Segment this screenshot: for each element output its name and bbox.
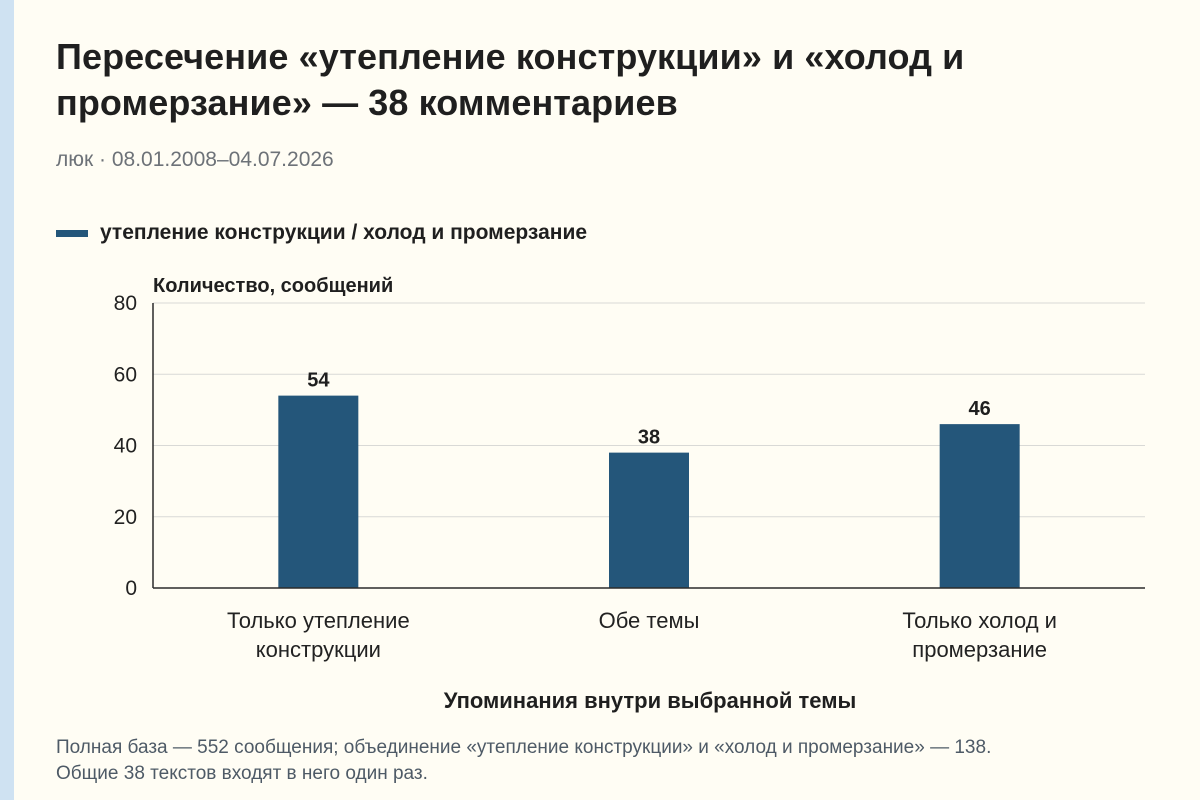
y-tick-label: 60	[114, 363, 137, 386]
y-tick-label: 40	[114, 435, 137, 458]
bar	[609, 452, 689, 588]
footnote: Полная база — 552 сообщения; объединение…	[56, 737, 992, 784]
x-tick-label-line: промерзание	[912, 637, 1047, 662]
accent-strip	[0, 0, 14, 800]
x-tick-label: Обе темы	[599, 608, 700, 633]
bar-chart: 0 20 40 60 80 54 Только утепление конструкции 38…	[114, 275, 1145, 713]
x-tick-label-line: конструкции	[256, 637, 381, 662]
bar	[939, 424, 1020, 588]
axis-layer	[152, 303, 1145, 589]
chart-subtitle: люк · 08.01.2008–04.07.2026	[56, 148, 334, 171]
y-tick-label: 80	[114, 292, 137, 315]
data-label: 46	[969, 398, 991, 420]
x-tick-label-line: Обе темы	[599, 608, 700, 633]
x-tick-label: Только холод и промерзание	[902, 608, 1057, 662]
labels-layer: 0 20 40 60 80 54 Только утепление конструкции 38…	[114, 292, 1057, 662]
x-tick-label-line: Только холод и	[902, 608, 1057, 633]
data-label: 38	[638, 427, 660, 449]
x-tick-label: Только утепление конструкции	[227, 608, 410, 662]
y-axis-title: Количество, сообщений	[153, 275, 393, 297]
legend-swatch	[56, 229, 88, 237]
legend: утепление конструкции / холод и промерза…	[56, 218, 587, 248]
x-axis-title: Упоминания внутри выбранной темы	[444, 688, 857, 713]
x-tick-label-line: Только утепление	[227, 608, 410, 633]
y-tick-label: 0	[125, 577, 137, 600]
y-tick-label: 20	[114, 506, 137, 529]
data-label: 54	[307, 370, 330, 392]
bar	[278, 395, 359, 588]
chart-title: Пересечение «утепление конструкции» и «х…	[56, 36, 965, 123]
bars-layer	[278, 395, 1020, 588]
legend-label: утепление конструкции / холод и промерза…	[100, 221, 588, 244]
